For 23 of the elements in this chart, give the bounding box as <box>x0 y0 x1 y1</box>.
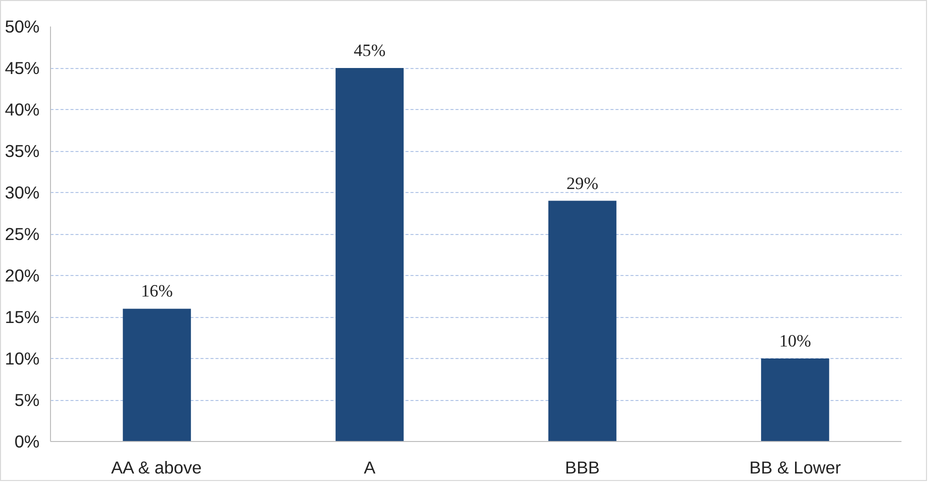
y-tick-label: 30% <box>4 182 40 202</box>
y-tick-label: 20% <box>4 266 40 286</box>
x-tick-label: A <box>364 458 376 478</box>
y-tick-label: 45% <box>4 58 40 78</box>
y-tick-label: 25% <box>4 224 40 244</box>
y-tick-label: 50% <box>4 16 40 36</box>
bar <box>761 358 830 442</box>
y-tick-label: 35% <box>4 141 40 161</box>
data-label: 10% <box>779 332 812 350</box>
bar <box>548 200 616 442</box>
y-tick-label: 10% <box>4 348 40 368</box>
y-tick-label: 5% <box>14 390 40 410</box>
data-label: 29% <box>566 174 598 193</box>
y-tick-label: 0% <box>14 432 40 452</box>
bar <box>122 308 191 442</box>
data-label: 45% <box>354 41 386 60</box>
y-tick-label: 15% <box>4 307 40 327</box>
y-tick-label: 40% <box>4 100 40 120</box>
bar <box>336 68 404 442</box>
x-tick-label: AA & above <box>111 458 202 478</box>
x-tick-label: BB & Lower <box>749 458 842 478</box>
data-label: 16% <box>140 282 173 301</box>
x-tick-label: BBB <box>565 458 600 478</box>
